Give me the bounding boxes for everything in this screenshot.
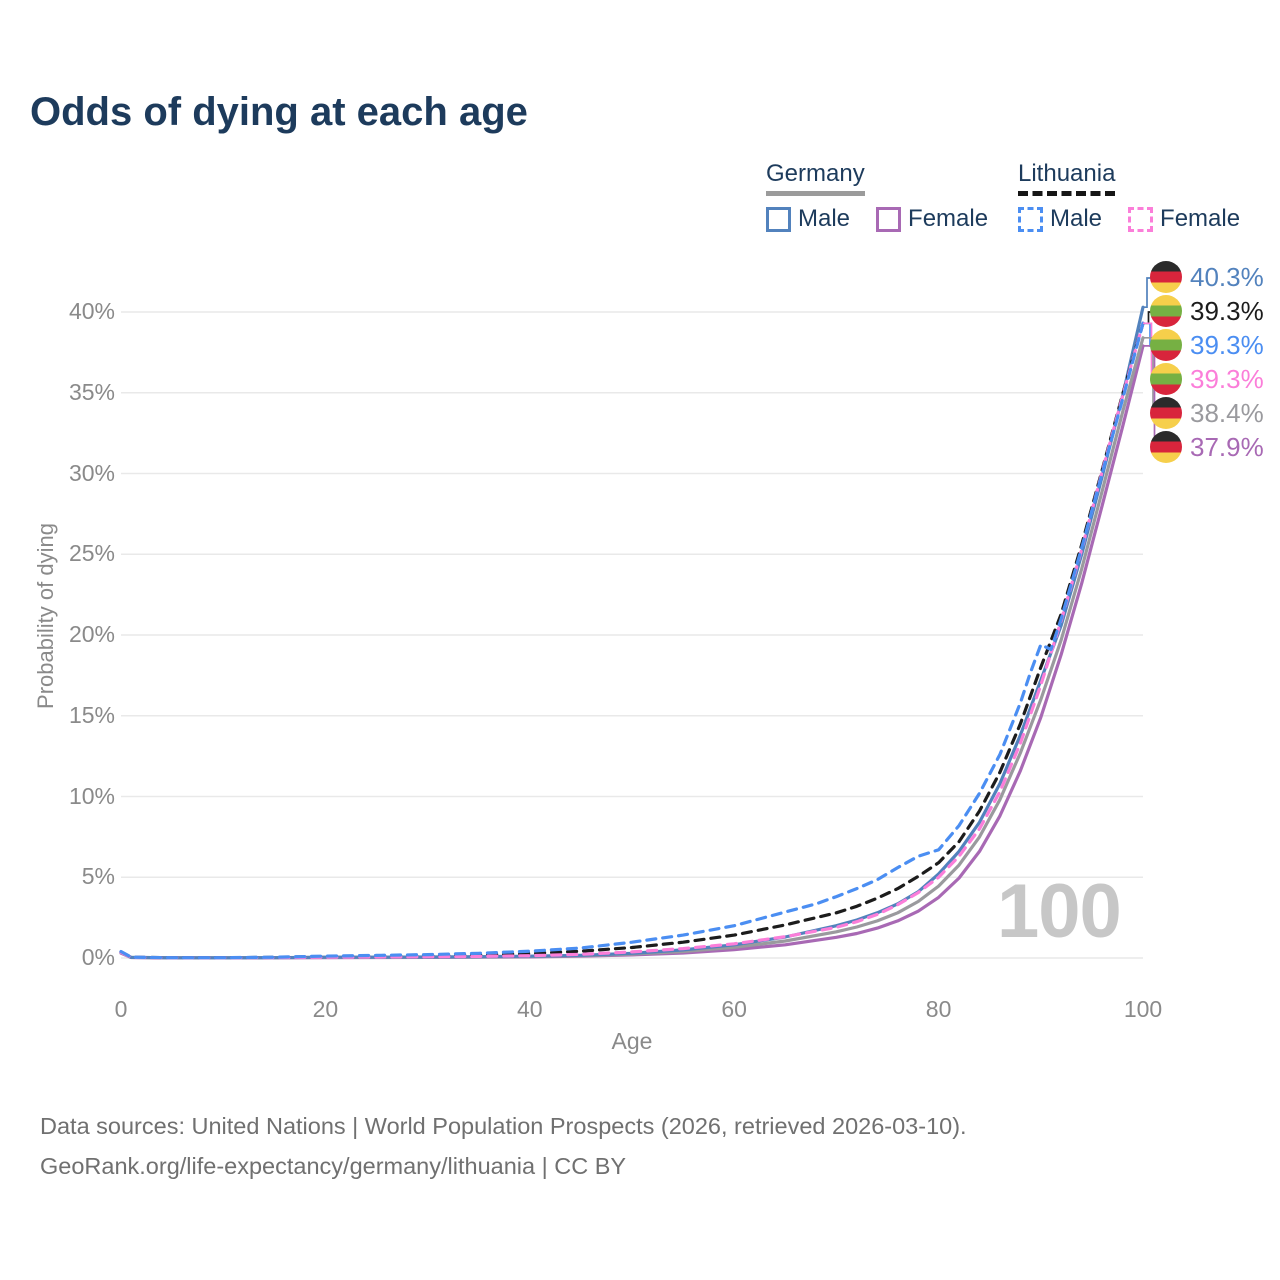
legend-label-lithuania-male: Male <box>1050 205 1103 232</box>
legend-label-germany-male: Male <box>798 205 851 232</box>
legend-group-lithuania: Lithuania Male Female <box>1018 160 1240 233</box>
germany-female-swatch <box>876 206 902 232</box>
y-tick-label: 5% <box>81 863 115 890</box>
y-tick-label: 25% <box>68 540 115 567</box>
y-tick-label: 0% <box>81 944 115 970</box>
x-tick-label: 100 <box>1123 996 1163 1022</box>
x-axis-title: Age <box>611 1028 653 1054</box>
x-tick-label: 0 <box>114 996 128 1022</box>
y-tick-label: 40% <box>68 298 115 324</box>
end-label-value: 38.4% <box>1190 397 1264 428</box>
series-line-lt-total <box>119 321 1145 960</box>
end-label-value: 40.3% <box>1190 261 1264 292</box>
y-tick-label: 10% <box>68 782 115 809</box>
page-title: Odds of dying at each age <box>30 90 528 134</box>
end-label-lt-male: 39.3% <box>1150 329 1264 361</box>
end-label-lt-female: 39.3% <box>1150 363 1264 395</box>
germany-flag-icon <box>1150 261 1182 293</box>
x-tick-label: 40 <box>517 996 543 1022</box>
y-tick-label: 20% <box>68 621 115 647</box>
series-line-lt-female <box>119 321 1145 960</box>
end-label-de-male: 40.3% <box>1150 261 1264 293</box>
germany-flag-icon <box>1150 431 1182 463</box>
legend-item-lithuania-male[interactable]: Male <box>1018 205 1102 233</box>
end-label-value: 37.9% <box>1190 431 1264 462</box>
end-label-value: 39.3% <box>1190 363 1264 394</box>
x-tick-label: 20 <box>312 996 339 1022</box>
series-line-de-total <box>119 336 1145 960</box>
lithuania-flag-icon <box>1150 329 1182 361</box>
y-tick-label: 15% <box>68 701 115 728</box>
legend-item-germany-female[interactable]: Female <box>876 205 988 233</box>
series-line-de-female <box>119 344 1145 960</box>
legend-item-germany-male[interactable]: Male <box>766 205 850 233</box>
legend-lithuania-header: Lithuania <box>1018 160 1116 196</box>
end-label-value: 39.3% <box>1190 329 1264 360</box>
end-label-lt-total: 39.3% <box>1150 295 1264 327</box>
legend-label-lithuania-female: Female <box>1160 205 1241 232</box>
lithuania-flag-icon <box>1150 295 1182 327</box>
lithuania-flag-icon <box>1150 363 1182 395</box>
lithuania-female-swatch <box>1128 206 1154 232</box>
end-label-de-total: 38.4% <box>1150 397 1264 429</box>
y-axis-title: Probability of dying <box>33 523 58 709</box>
footer-sources: Data sources: United Nations | World Pop… <box>40 1113 967 1139</box>
legend-germany-header: Germany <box>766 160 865 196</box>
germany-male-swatch <box>766 206 791 232</box>
age-watermark: 100 <box>997 869 1122 954</box>
y-tick-label: 35% <box>68 378 115 405</box>
series-line-lt-male <box>119 321 1145 960</box>
end-label-de-female: 37.9% <box>1150 431 1264 463</box>
legend-item-lithuania-female[interactable]: Female <box>1128 205 1240 233</box>
end-label-value: 39.3% <box>1190 295 1264 326</box>
lithuania-male-swatch <box>1018 206 1043 232</box>
series-line-de-male <box>119 305 1145 960</box>
x-tick-label: 60 <box>721 996 747 1022</box>
legend-label-germany-female: Female <box>908 205 989 232</box>
germany-flag-icon <box>1150 397 1182 429</box>
y-tick-label: 30% <box>68 459 115 486</box>
legend-group-germany: Germany Male Female <box>766 160 988 233</box>
footer: Data sources: United Nations | World Pop… <box>40 1106 967 1187</box>
x-tick-label: 80 <box>925 996 952 1022</box>
footer-attribution: GeoRank.org/life-expectancy/germany/lith… <box>40 1153 627 1180</box>
